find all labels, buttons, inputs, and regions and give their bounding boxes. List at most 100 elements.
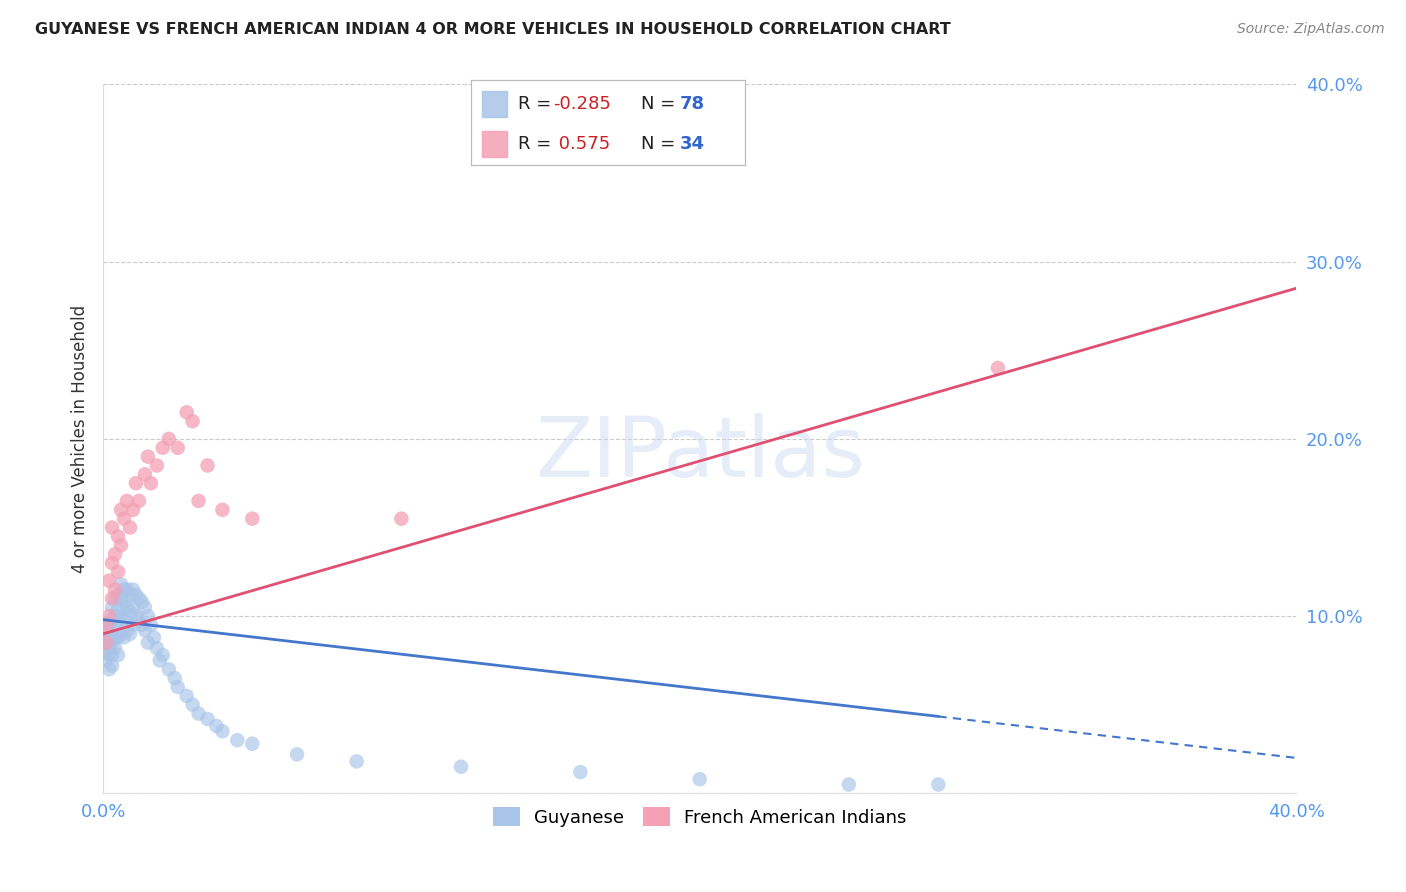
Point bbox=[101, 600, 124, 615]
Point bbox=[107, 529, 129, 543]
Point bbox=[166, 680, 188, 694]
Point bbox=[107, 631, 129, 645]
Point bbox=[118, 588, 141, 602]
Point bbox=[104, 547, 127, 561]
Point bbox=[107, 588, 129, 602]
Text: 34: 34 bbox=[679, 135, 704, 153]
Point bbox=[181, 698, 204, 712]
Point bbox=[115, 582, 138, 597]
Point bbox=[134, 600, 156, 615]
Point bbox=[187, 494, 209, 508]
Text: N =: N = bbox=[641, 95, 681, 113]
Point bbox=[110, 609, 132, 624]
Point bbox=[115, 494, 138, 508]
Point bbox=[181, 414, 204, 428]
Text: N =: N = bbox=[641, 135, 681, 153]
Point bbox=[122, 582, 145, 597]
Point bbox=[240, 511, 263, 525]
Point bbox=[112, 613, 135, 627]
Point bbox=[94, 653, 117, 667]
Point bbox=[136, 609, 159, 624]
Point bbox=[240, 737, 263, 751]
Point bbox=[107, 613, 129, 627]
Point bbox=[131, 618, 153, 632]
Point bbox=[163, 671, 186, 685]
Point bbox=[107, 600, 129, 615]
Point bbox=[98, 631, 121, 645]
Point bbox=[104, 640, 127, 655]
Point bbox=[176, 405, 198, 419]
Point bbox=[391, 511, 413, 525]
Point bbox=[101, 648, 124, 662]
Point bbox=[187, 706, 209, 721]
Point bbox=[94, 644, 117, 658]
Point bbox=[128, 613, 150, 627]
Point bbox=[112, 582, 135, 597]
Point bbox=[98, 648, 121, 662]
Point bbox=[197, 458, 219, 473]
Point bbox=[104, 631, 127, 645]
Point bbox=[197, 712, 219, 726]
Legend: Guyanese, French American Indians: Guyanese, French American Indians bbox=[485, 800, 914, 834]
Point bbox=[128, 591, 150, 606]
Point bbox=[205, 719, 228, 733]
Point bbox=[94, 618, 117, 632]
Point bbox=[101, 658, 124, 673]
Point bbox=[450, 760, 472, 774]
Point bbox=[139, 476, 162, 491]
Point bbox=[176, 689, 198, 703]
Text: ZIPatlas: ZIPatlas bbox=[534, 413, 865, 493]
Point bbox=[136, 636, 159, 650]
Point bbox=[98, 618, 121, 632]
Point bbox=[134, 467, 156, 482]
Point bbox=[94, 627, 117, 641]
Point bbox=[122, 600, 145, 615]
Point bbox=[838, 777, 860, 791]
Point bbox=[987, 361, 1010, 376]
Text: GUYANESE VS FRENCH AMERICAN INDIAN 4 OR MORE VEHICLES IN HOUSEHOLD CORRELATION C: GUYANESE VS FRENCH AMERICAN INDIAN 4 OR … bbox=[35, 22, 950, 37]
Point bbox=[112, 595, 135, 609]
Point bbox=[131, 595, 153, 609]
Point bbox=[104, 618, 127, 632]
Point bbox=[118, 520, 141, 534]
Point bbox=[110, 591, 132, 606]
Text: 78: 78 bbox=[679, 95, 704, 113]
Point bbox=[110, 503, 132, 517]
Point bbox=[110, 538, 132, 552]
Point bbox=[104, 609, 127, 624]
Point bbox=[157, 662, 180, 676]
Point bbox=[157, 432, 180, 446]
Point bbox=[146, 640, 169, 655]
Point bbox=[569, 765, 592, 780]
Point bbox=[101, 613, 124, 627]
Point bbox=[122, 503, 145, 517]
Point bbox=[104, 582, 127, 597]
Text: R =: R = bbox=[517, 95, 557, 113]
Point bbox=[98, 574, 121, 588]
Point bbox=[927, 777, 949, 791]
Point bbox=[285, 747, 308, 762]
Point bbox=[98, 624, 121, 638]
Point bbox=[104, 591, 127, 606]
Point bbox=[125, 588, 148, 602]
Point bbox=[346, 755, 368, 769]
Y-axis label: 4 or more Vehicles in Household: 4 or more Vehicles in Household bbox=[72, 305, 89, 573]
Point bbox=[122, 618, 145, 632]
Point bbox=[211, 503, 233, 517]
Point bbox=[112, 511, 135, 525]
Point bbox=[101, 591, 124, 606]
Point bbox=[689, 772, 711, 787]
Point bbox=[112, 631, 135, 645]
Point bbox=[142, 631, 165, 645]
Point bbox=[98, 640, 121, 655]
Bar bbox=[482, 131, 506, 157]
Point bbox=[115, 600, 138, 615]
Point bbox=[211, 724, 233, 739]
Point bbox=[107, 565, 129, 579]
Point bbox=[94, 618, 117, 632]
Point bbox=[139, 618, 162, 632]
Point bbox=[136, 450, 159, 464]
Point bbox=[110, 577, 132, 591]
Point bbox=[101, 636, 124, 650]
Point bbox=[166, 441, 188, 455]
